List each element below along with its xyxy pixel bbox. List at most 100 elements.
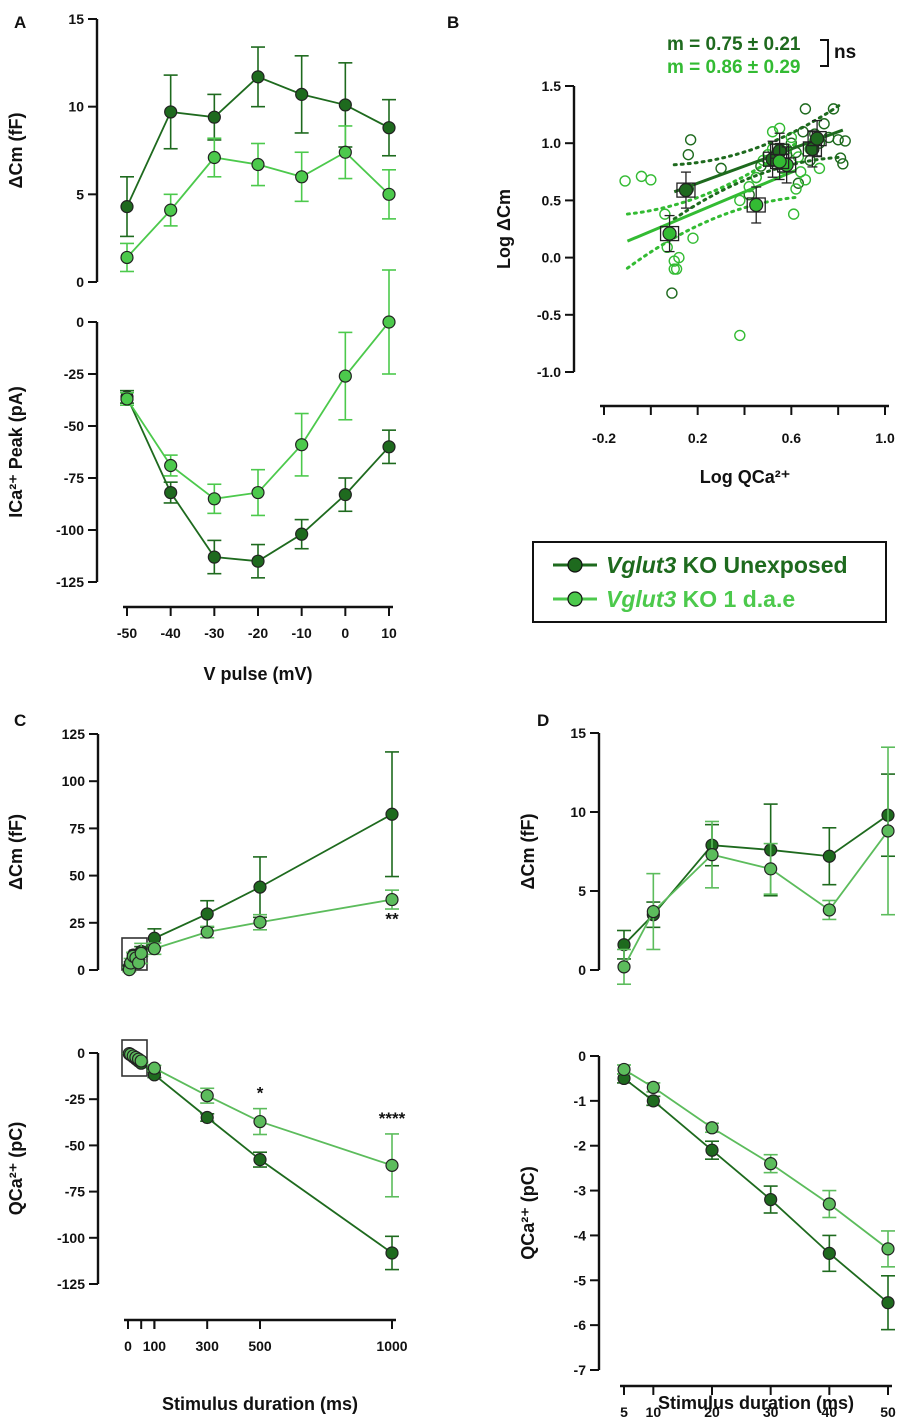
raw-point-0 <box>792 177 805 189</box>
y-tick-label-A-top: 0 <box>76 274 84 290</box>
raw-point-1 <box>635 170 648 183</box>
y-tick-label-A-top: 5 <box>76 186 84 202</box>
series-line <box>623 1077 889 1304</box>
data-point <box>164 203 178 217</box>
legend: Vglut3 KO Unexposed Vglut3 KO 1 d.a.e <box>532 541 887 623</box>
series-C-top-0 <box>122 751 399 974</box>
data-point <box>382 315 396 329</box>
data-point <box>200 907 214 921</box>
data-point <box>705 1143 719 1157</box>
chart-A-top: 0 5 10 15 ΔCm (fF) <box>6 11 396 290</box>
legend-item-exposed: Vglut3 KO 1 d.a.e <box>553 586 795 612</box>
x-tick-label-C-bottom: 1000 <box>376 1338 407 1354</box>
x-tick-label-D-bottom: 40 <box>822 1404 838 1417</box>
y-tick-label-A-bottom: -50 <box>64 418 84 434</box>
series-A-top-1 <box>120 125 396 273</box>
series-line <box>623 830 889 968</box>
series-A-top-0 <box>120 46 396 238</box>
data-point <box>822 903 836 917</box>
mean-point-1 <box>772 154 787 169</box>
data-point <box>253 1153 267 1167</box>
data-point <box>881 1242 895 1256</box>
legend-marker-unexposed <box>567 557 583 573</box>
data-point <box>617 1062 631 1077</box>
chart-D-bottom: 0 -1 -2 -3 -4 -5 -6 -7 QCa²⁺ (pC) 5 10 20 30 40 50 Stim… <box>518 1048 896 1417</box>
series-line <box>623 814 889 946</box>
x-tick-label-B: 1.0 <box>875 430 895 446</box>
data-point <box>822 849 836 863</box>
x-tick-label-B: -0.2 <box>592 430 616 446</box>
data-point <box>200 1110 214 1125</box>
y-tick-label-B: -1.0 <box>537 364 561 380</box>
legend-item-unexposed: Vglut3 KO Unexposed <box>553 552 848 578</box>
panel-letter-d: D <box>537 711 549 730</box>
y-tick-label-B: 1.0 <box>542 135 562 151</box>
legend-label-unexposed: Vglut3 KO Unexposed <box>606 552 848 578</box>
y-tick-label-C-top: 50 <box>69 868 85 884</box>
y-axis-label-B: Log ΔCm <box>494 189 514 269</box>
legend-gene-exposed: Vglut3 <box>606 586 676 612</box>
x-tick-label-A-bottom: -10 <box>292 625 312 641</box>
x-tick-label-A-bottom: 10 <box>381 625 397 641</box>
data-point <box>617 960 631 974</box>
data-point <box>764 862 778 876</box>
data-point <box>385 1158 399 1172</box>
data-point <box>164 105 178 119</box>
x-axis-label-C-bottom: Stimulus duration (ms) <box>162 1394 358 1414</box>
significance-mark: ** <box>385 910 399 929</box>
y-tick-label-C-bottom: -25 <box>65 1091 85 1107</box>
raw-point-0 <box>832 134 844 146</box>
raw-point-1 <box>659 208 671 220</box>
slope-annotation-exposed: m = 0.86 ± 0.29 <box>667 57 801 78</box>
y-tick-label-D-bottom: 0 <box>578 1048 586 1064</box>
data-point <box>251 485 265 500</box>
raw-point-0 <box>666 287 678 299</box>
significance-mark: * <box>257 1084 264 1103</box>
x-tick-label-C-bottom: 500 <box>248 1338 272 1354</box>
y-tick-label-A-bottom: 0 <box>76 314 84 330</box>
panel-letter-a: A <box>14 13 26 32</box>
data-point <box>295 87 309 101</box>
raw-point-0 <box>839 135 851 147</box>
x-tick-label-B: 0.6 <box>782 430 802 446</box>
x-tick-label-C-bottom: 0 <box>124 1338 132 1354</box>
y-tick-label-C-top: 125 <box>62 726 86 742</box>
confidence-band-1 <box>625 141 798 216</box>
data-point <box>207 492 221 506</box>
data-point <box>147 942 161 956</box>
data-point <box>134 946 148 960</box>
raw-point-1 <box>673 251 685 264</box>
y-tick-label-D-bottom: -2 <box>574 1138 587 1154</box>
y-tick-label-B: -0.5 <box>537 307 561 323</box>
series-D-bottom-1 <box>617 1062 895 1268</box>
data-point <box>200 1089 214 1103</box>
y-tick-label-D-bottom: -5 <box>574 1272 587 1288</box>
y-tick-label-D-bottom: -4 <box>574 1227 587 1243</box>
y-tick-label-A-bottom: -75 <box>64 470 84 486</box>
series-A-bottom-0 <box>120 389 396 579</box>
data-point <box>338 145 352 159</box>
chart-B: 1.5 1.0 0.5 0.0 -0.5 -1.0 -0.2 0.2 0.6 1.0 Log QCa… <box>494 78 895 487</box>
y-tick-label-C-bottom: -125 <box>57 1276 85 1292</box>
data-point <box>134 1054 148 1068</box>
mean-point-1 <box>662 226 677 241</box>
x-axis-label-B: Log QCa²⁺ <box>700 467 791 487</box>
raw-point-1 <box>619 175 631 187</box>
series-C-bottom-1 <box>122 1046 399 1198</box>
data-point <box>253 1114 267 1129</box>
y-tick-label-D-bottom: -7 <box>574 1362 587 1378</box>
raw-point-1 <box>687 232 699 244</box>
raw-point-0 <box>684 134 697 146</box>
series-D-top-1 <box>617 746 895 986</box>
data-point <box>251 157 265 172</box>
y-tick-label-C-bottom: -100 <box>57 1230 85 1246</box>
raw-point-1 <box>799 174 812 186</box>
raw-point-1 <box>661 241 673 254</box>
x-tick-label-B: 0.2 <box>688 430 708 446</box>
chart-C-top: 0 25 50 75 100 125 ΔCm (fF) ** <box>6 726 399 978</box>
data-point <box>120 250 134 265</box>
data-point <box>646 1080 660 1095</box>
data-point <box>147 1061 161 1075</box>
